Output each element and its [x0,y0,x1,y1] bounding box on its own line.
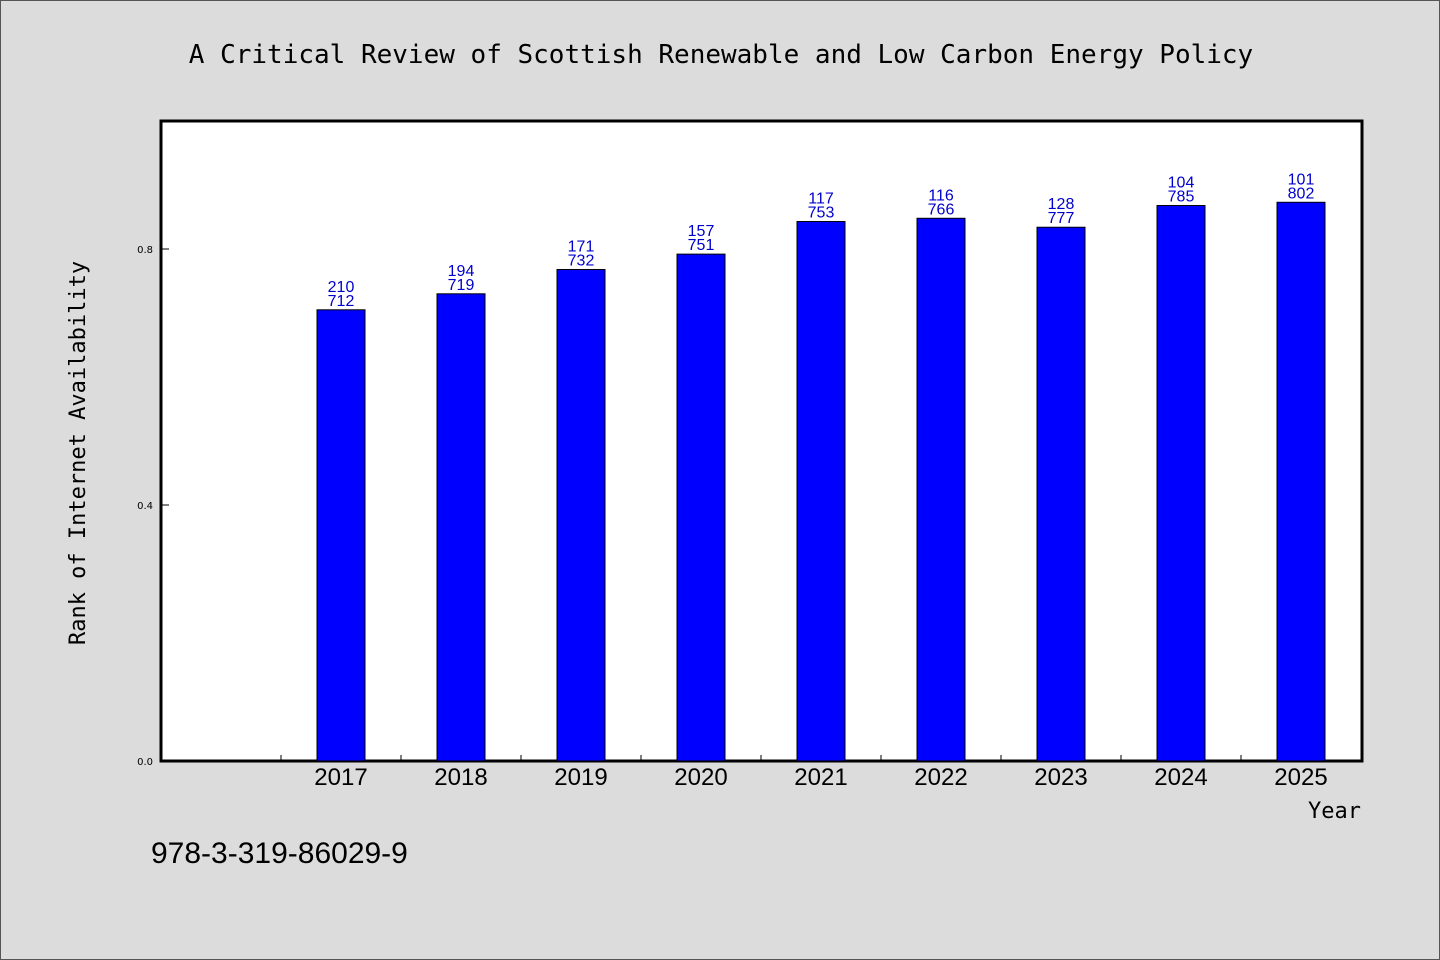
bar-label-bottom: 732 [568,252,595,269]
y-axis-label: Rank of Internet Availability [66,261,91,645]
bar-label-top: 157 [688,223,715,240]
x-axis-label: Year [1308,799,1361,824]
bar-label-top: 117 [808,190,834,207]
bar-label-top: 116 [928,187,954,204]
bar [556,268,606,762]
bar-label-top: 101 [1288,171,1315,188]
bar-label-bottom: 785 [1168,188,1195,205]
bar-label-top: 210 [328,279,355,296]
x-tick-label: 2018 [434,764,487,791]
bar-label-top: 194 [448,263,475,280]
x-tick-label: 2022 [914,764,967,791]
bar-label-bottom: 751 [688,237,715,254]
bar-label-bottom: 712 [328,293,355,310]
y-tick-label: 0.0 [137,757,153,768]
bar [916,217,966,762]
bar [436,293,486,762]
chart-title: A Critical Review of Scottish Renewable … [189,40,1253,70]
bar-label-bottom: 777 [1048,210,1075,227]
bar-label-bottom: 802 [1288,185,1315,202]
bar-label-bottom: 766 [928,201,955,218]
x-tick-label: 2023 [1034,764,1087,791]
bar [1276,201,1326,762]
bar [1036,226,1086,762]
x-tick-label: 2019 [554,764,607,791]
bar-label-bottom: 753 [808,204,835,221]
bar [316,309,366,762]
bar-label-top: 128 [1048,196,1075,213]
bar-label-top: 104 [1168,174,1195,191]
x-tick-label: 2025 [1274,764,1327,791]
bar-label-top: 171 [568,238,595,255]
x-tick-label: 2024 [1154,764,1207,791]
bar [796,220,846,762]
y-tick-label: 0.8 [137,245,153,256]
x-tick-label: 2021 [794,764,847,791]
y-tick-label: 0.4 [137,501,153,512]
isbn-text: 978-3-319-86029-9 [151,837,408,870]
bar [1156,204,1206,762]
x-tick-label: 2017 [314,764,367,791]
x-tick-label: 2020 [674,764,727,791]
bar-label-bottom: 719 [448,277,475,294]
bar [676,253,726,762]
